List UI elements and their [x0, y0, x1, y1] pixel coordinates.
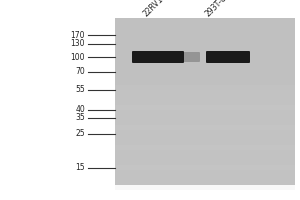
- Text: 22RV1: 22RV1: [142, 0, 165, 18]
- FancyBboxPatch shape: [206, 51, 250, 63]
- FancyBboxPatch shape: [132, 51, 184, 63]
- Bar: [115, 165, 295, 190]
- Bar: [115, 105, 295, 130]
- Text: 293T-UV: 293T-UV: [204, 0, 232, 18]
- Text: 35: 35: [75, 114, 85, 122]
- Text: 15: 15: [75, 164, 85, 172]
- Text: 130: 130: [70, 40, 85, 48]
- Bar: [115, 145, 295, 170]
- Text: 40: 40: [75, 106, 85, 114]
- Text: 70: 70: [75, 68, 85, 76]
- Bar: [115, 125, 295, 150]
- Text: 170: 170: [70, 30, 85, 40]
- Text: 55: 55: [75, 86, 85, 95]
- Bar: [115, 85, 295, 110]
- Bar: [115, 18, 295, 185]
- Text: 25: 25: [75, 130, 85, 138]
- FancyBboxPatch shape: [180, 52, 200, 62]
- Text: 100: 100: [70, 52, 85, 62]
